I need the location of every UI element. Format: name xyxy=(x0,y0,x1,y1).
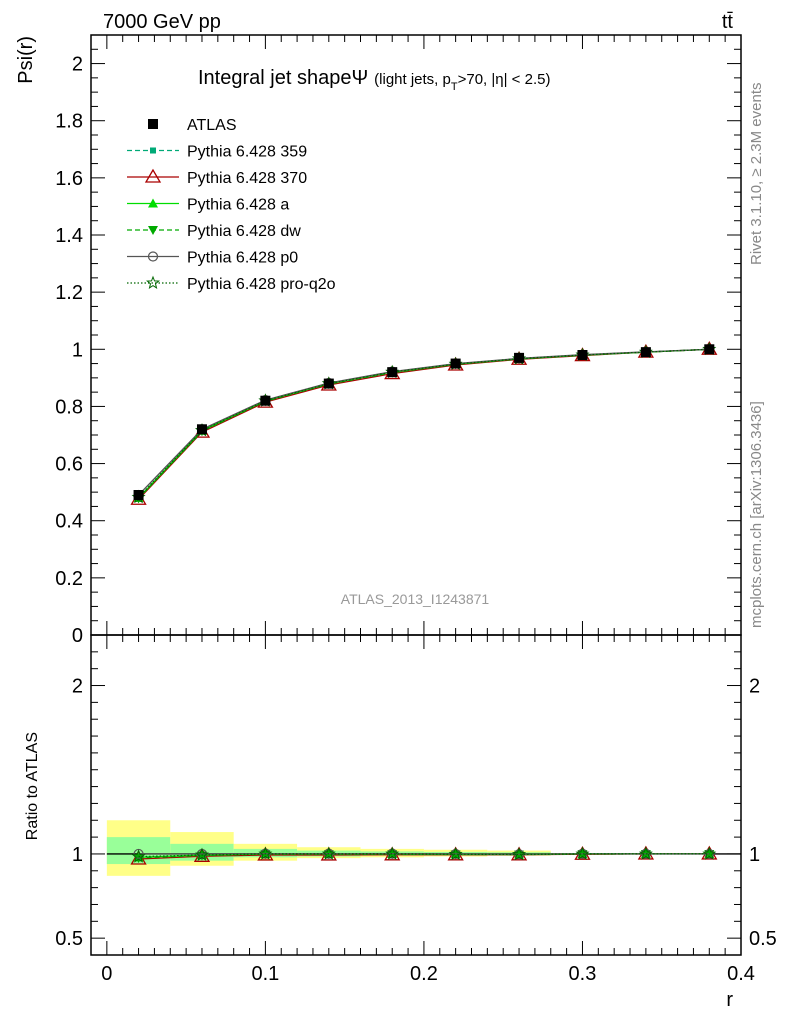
ratio-point-pythia-6-428-pro-q2o xyxy=(575,846,590,860)
legend-marker-pythia-6-428-359 xyxy=(150,147,156,154)
legend-marker-pythia-6-428-p0 xyxy=(147,251,159,262)
ratio-line-pythia-6-428-p0 xyxy=(138,852,710,855)
legend-label-pythia-6-428-370: Pythia 6.428 370 xyxy=(187,170,307,187)
ratio-point-pythia-6-428-dw xyxy=(514,850,525,860)
ratio-point-pythia-6-428-pro-q2o xyxy=(195,847,210,861)
point-atlas xyxy=(514,352,525,363)
chart-title-symbol: Ψ xyxy=(351,67,368,89)
legend-label-pythia-6-428-a: Pythia 6.428 a xyxy=(187,197,289,214)
upper-axes: 0 0.2 0.4 0.6 0.8 1 1.2 1.4 1.6 1.8 2 xyxy=(55,34,742,647)
ratio-point-pythia-6-428-pro-q2o xyxy=(321,846,336,860)
legend-marker-pythia-6-428-pro-q2o xyxy=(146,275,160,290)
ratio-point-pythia-6-428-pro-q2o xyxy=(638,846,653,860)
lower-series xyxy=(130,845,718,865)
x-tick-label: 0.3 xyxy=(569,963,597,985)
ratio-point-pythia-6-428-pro-q2o xyxy=(702,846,717,860)
point-atlas xyxy=(323,378,334,389)
ratio-point-pythia-6-428-dw xyxy=(387,850,398,860)
legend-marker-pythia-6-428-370 xyxy=(144,168,162,183)
legend-marker-pythia-6-428-a xyxy=(148,198,158,208)
point-atlas xyxy=(704,344,715,355)
ratio-point-pythia-6-428-pro-q2o xyxy=(258,846,273,860)
y-tick-label: 0.6 xyxy=(55,454,83,476)
energy-label: 7000 GeV pp xyxy=(103,11,221,33)
y-tick-label: 2 xyxy=(72,676,83,698)
upper-ylabel: Psi(r) xyxy=(15,36,37,84)
chart-title: Integral jet shapeΨ (light jets, pT>70, |… xyxy=(198,67,550,93)
y-tick-label: 0.2 xyxy=(55,568,83,590)
legend: ATLAS Pythia 6.428 359 Pythia 6.428 370 Pyt… xyxy=(127,117,336,293)
series-line-pythia-6-428-dw xyxy=(138,348,710,499)
chart-title-main: Integral jet shape xyxy=(198,67,351,89)
chart-title-sub-index: T xyxy=(451,81,458,93)
legend-label-atlas: ATLAS xyxy=(187,117,237,134)
point-atlas xyxy=(577,350,588,360)
x-tick-label: 0.2 xyxy=(410,963,438,985)
series-line-pythia-6-428-359 xyxy=(138,348,710,499)
x-tick-label: 0 xyxy=(101,963,112,985)
y-tick-label-right: 0.5 xyxy=(749,928,777,950)
series-line-pythia-6-428-pro-q2o xyxy=(138,348,710,498)
y-tick-label: 0.8 xyxy=(55,396,83,418)
series-line-pythia-6-428-370 xyxy=(138,348,710,500)
y-tick-label: 1.6 xyxy=(55,168,83,190)
upper-series xyxy=(130,340,718,505)
y-tick-label-right: 1 xyxy=(749,844,760,866)
y-tick-label: 1 xyxy=(72,339,83,361)
process-label: tt̄ xyxy=(722,11,734,33)
xlabel: r xyxy=(726,989,733,1011)
analysis-id-label: ATLAS_2013_I1243871 xyxy=(341,591,490,607)
x-tick-label: 0.4 xyxy=(727,963,755,985)
y-tick-label: 0.4 xyxy=(55,511,83,533)
lower-frame xyxy=(90,634,742,956)
side-label-bottom: mcplots.cern.ch [arXiv:1306.3436] xyxy=(748,401,765,628)
series-line-pythia-6-428-a xyxy=(138,348,710,499)
ratio-point-pythia-6-428-dw xyxy=(260,850,271,860)
lower-axes: 0 0.1 0.2 0.3 0.4 0.5 0.5 1 1 2 2 xyxy=(55,634,777,985)
y-tick-label: 2 xyxy=(72,54,83,76)
legend-label-pythia-6-428-359: Pythia 6.428 359 xyxy=(187,144,307,161)
ratio-point-pythia-6-428-p0 xyxy=(704,848,715,860)
legend-label-pythia-6-428-p0: Pythia 6.428 p0 xyxy=(187,250,298,267)
x-tick-label: 0.1 xyxy=(251,963,279,985)
ratio-point-pythia-6-428-pro-q2o xyxy=(131,849,146,863)
legend-label-pythia-6-428-dw: Pythia 6.428 dw xyxy=(187,223,301,240)
side-label-top: Rivet 3.1.10, ≥ 2.3M events xyxy=(748,83,765,266)
y-tick-label: 1 xyxy=(72,844,83,866)
ratio-point-pythia-6-428-dw xyxy=(323,850,334,860)
y-tick-label: 0.5 xyxy=(55,928,83,950)
y-tick-label: 1.8 xyxy=(55,111,83,133)
y-tick-label: 0 xyxy=(72,625,83,647)
point-atlas xyxy=(260,395,271,406)
lower-ylabel: Ratio to ATLAS xyxy=(24,732,41,840)
point-atlas xyxy=(387,367,398,378)
y-tick-label: 1.4 xyxy=(55,225,83,247)
point-atlas xyxy=(196,424,207,435)
chart-title-sub: (light jets, p xyxy=(374,71,451,88)
point-atlas xyxy=(450,358,461,369)
y-tick-label-right: 2 xyxy=(749,676,760,698)
ratio-point-pythia-6-428-pro-q2o xyxy=(512,847,527,861)
legend-marker-pythia-6-428-dw xyxy=(148,226,158,235)
point-atlas xyxy=(133,490,144,500)
legend-marker-atlas xyxy=(148,119,158,129)
ratio-point-pythia-6-428-pro-q2o xyxy=(385,846,400,860)
ratio-point-pythia-6-428-pro-q2o xyxy=(448,846,463,861)
y-tick-label: 1.2 xyxy=(55,282,83,304)
point-atlas xyxy=(640,347,651,358)
legend-label-pythia-6-428-pro-q2o: Pythia 6.428 pro-q2o xyxy=(187,276,336,293)
ratio-line-pythia-6-428-pro-q2o xyxy=(138,853,710,858)
chart-title-sub-rest: >70, |η| < 2.5) xyxy=(458,71,551,88)
